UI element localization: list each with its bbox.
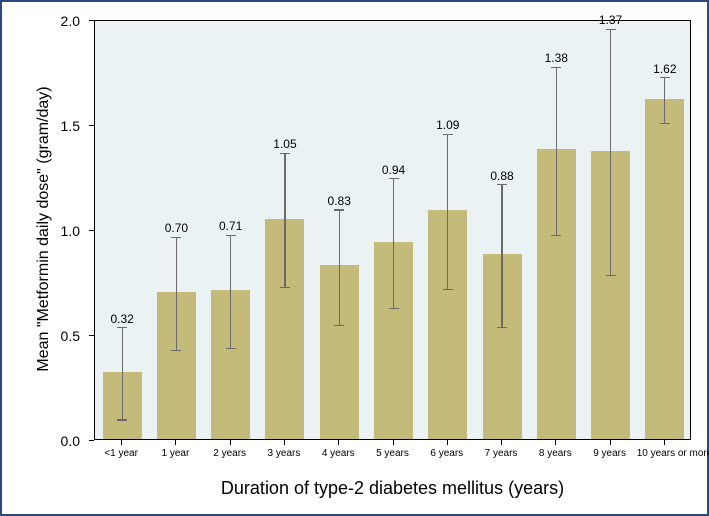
x-axis-title: Duration of type-2 diabetes mellitus (ye… (94, 478, 691, 499)
error-bar-cap (226, 235, 236, 236)
bar-value-label: 0.88 (475, 169, 529, 183)
x-tick-label: 6 years (420, 448, 474, 459)
y-tick-mark (89, 335, 94, 336)
bar-value-label: 1.62 (638, 62, 692, 76)
bar (537, 149, 576, 439)
bar-value-label: 1.37 (583, 13, 637, 27)
bar (211, 290, 250, 439)
error-bar-cap (117, 327, 127, 328)
x-tick-mark (175, 440, 176, 445)
error-bar-cap (497, 184, 507, 185)
x-tick-label: 9 years (582, 448, 636, 459)
x-tick-label: 7 years (474, 448, 528, 459)
bar (374, 242, 413, 439)
x-tick-label: <1 year (94, 448, 148, 459)
x-tick-label: 10 years or more (637, 448, 691, 459)
x-tick-label: 4 years (311, 448, 365, 459)
x-tick-mark (447, 440, 448, 445)
bar-value-label: 0.83 (312, 194, 366, 208)
bar (591, 151, 630, 439)
error-bar-cap (334, 209, 344, 210)
error-bar-cap (389, 178, 399, 179)
x-tick-mark (610, 440, 611, 445)
x-tick-mark (230, 440, 231, 445)
x-tick-label: 3 years (257, 448, 311, 459)
bar (265, 219, 304, 440)
bar (428, 210, 467, 439)
error-bar-cap (606, 29, 616, 30)
y-tick-mark (89, 125, 94, 126)
error-bar-cap (280, 153, 290, 154)
x-tick-mark (555, 440, 556, 445)
error-bar-cap (551, 67, 561, 68)
x-tick-label: 2 years (203, 448, 257, 459)
bar-value-label: 0.94 (366, 163, 420, 177)
x-tick-mark (664, 440, 665, 445)
y-tick-label: 0.0 (40, 433, 80, 449)
bar (103, 372, 142, 439)
x-tick-label: 5 years (365, 448, 419, 459)
x-tick-label: 8 years (528, 448, 582, 459)
x-tick-label: 1 year (148, 448, 202, 459)
bar (483, 254, 522, 439)
bar-value-label: 1.05 (258, 137, 312, 151)
x-tick-mark (393, 440, 394, 445)
y-tick-label: 2.0 (40, 13, 80, 29)
x-tick-mark (284, 440, 285, 445)
x-tick-mark (338, 440, 339, 445)
bar (157, 292, 196, 439)
bar (320, 265, 359, 439)
plot-area: 0.320.700.711.050.830.941.090.881.381.37… (94, 20, 691, 440)
bar-value-label: 0.32 (95, 312, 149, 326)
chart-container: 0.32 0.700.71 1.05 0.83 0.94 1.09 0.88 1.38 1.37… (0, 0, 709, 516)
x-tick-mark (501, 440, 502, 445)
y-tick-mark (89, 230, 94, 231)
error-bar-cap (443, 134, 453, 135)
bar (645, 99, 684, 439)
y-tick-mark (89, 440, 94, 441)
error-bar-cap (171, 237, 181, 238)
bar-value-label: 0.71 (204, 219, 258, 233)
y-tick-mark (89, 20, 94, 21)
x-tick-mark (121, 440, 122, 445)
bar-value-label: 0.70 (149, 221, 203, 235)
error-bar-cap (660, 77, 670, 78)
bar-value-label: 1.38 (529, 51, 583, 65)
bar-value-label: 1.09 (421, 118, 475, 132)
y-axis-title: Mean "Metformin daily dose" (gram/day) (35, 69, 53, 389)
